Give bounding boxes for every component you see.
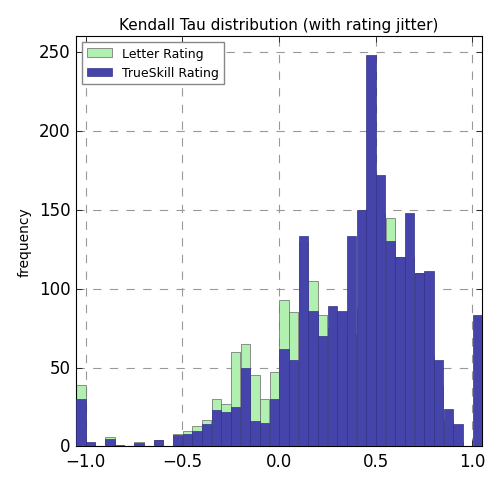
Bar (366, 56, 375, 447)
Bar (270, 399, 279, 447)
Bar (347, 335, 356, 447)
Bar (318, 316, 328, 447)
Bar (212, 399, 221, 447)
Bar (105, 439, 115, 447)
Bar (424, 272, 433, 447)
Bar (289, 360, 298, 447)
Bar (337, 333, 347, 447)
Bar (328, 328, 337, 447)
Bar (376, 176, 386, 447)
Bar (453, 442, 463, 447)
Bar (405, 258, 414, 447)
Bar (240, 344, 250, 447)
Bar (347, 237, 356, 447)
Bar (154, 440, 163, 447)
Bar (173, 435, 182, 447)
Bar (298, 237, 308, 447)
Bar (250, 376, 260, 447)
Bar (76, 385, 86, 447)
Bar (86, 442, 95, 447)
Bar (386, 242, 395, 447)
Bar (444, 409, 453, 447)
Bar (395, 258, 405, 447)
Bar (154, 440, 163, 447)
Bar (473, 316, 482, 447)
Bar (415, 273, 424, 447)
Bar (212, 410, 221, 447)
Bar (260, 423, 269, 447)
Bar (453, 425, 463, 447)
Bar (376, 213, 386, 447)
Bar (173, 434, 182, 447)
Title: Kendall Tau distribution (with rating jitter): Kendall Tau distribution (with rating ji… (119, 18, 439, 33)
Bar (279, 300, 289, 447)
Bar (134, 442, 144, 447)
Bar (308, 281, 318, 447)
Bar (289, 313, 298, 447)
Bar (356, 210, 366, 447)
Bar (356, 308, 366, 447)
Bar (76, 399, 86, 447)
Bar (260, 399, 269, 447)
Bar (105, 437, 115, 447)
Bar (424, 357, 433, 447)
Bar (395, 258, 405, 447)
Bar (115, 445, 124, 447)
Bar (86, 444, 95, 447)
Bar (386, 218, 395, 447)
Bar (434, 386, 444, 447)
Bar (308, 311, 318, 447)
Bar (182, 434, 192, 447)
Bar (318, 336, 328, 447)
Bar (192, 431, 202, 447)
Bar (415, 273, 424, 447)
Y-axis label: frequency: frequency (18, 207, 32, 277)
Bar (231, 407, 240, 447)
Legend: Letter Rating, TrueSkill Rating: Letter Rating, TrueSkill Rating (82, 43, 224, 85)
Bar (270, 372, 279, 447)
Bar (434, 360, 444, 447)
Bar (328, 306, 337, 447)
Bar (405, 213, 414, 447)
Bar (231, 352, 240, 447)
Bar (221, 404, 231, 447)
Bar (337, 311, 347, 447)
Bar (366, 210, 375, 447)
Bar (298, 242, 308, 447)
Bar (250, 421, 260, 447)
Bar (202, 420, 211, 447)
Bar (279, 349, 289, 447)
Bar (134, 444, 144, 447)
Bar (202, 425, 211, 447)
Bar (221, 412, 231, 447)
Bar (182, 431, 192, 447)
Bar (192, 426, 202, 447)
Bar (240, 368, 250, 447)
Bar (444, 420, 453, 447)
